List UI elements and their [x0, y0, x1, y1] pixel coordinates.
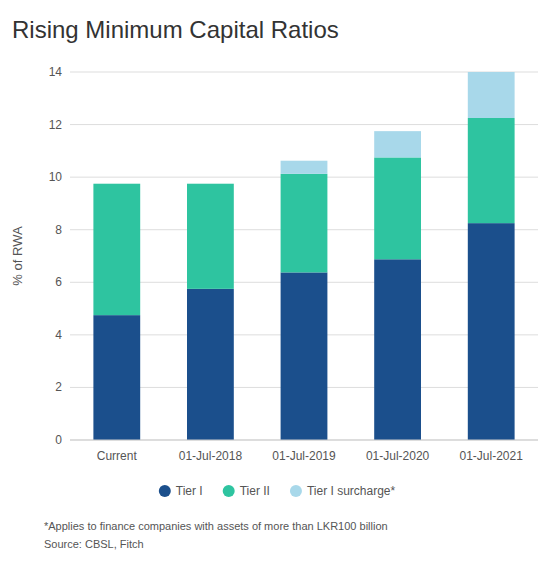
y-tick-label: 0 — [55, 433, 62, 447]
legend-item: Tier II — [223, 484, 270, 498]
bars — [93, 72, 514, 440]
legend-label: Tier I surcharge* — [307, 484, 396, 498]
footnote: *Applies to finance companies with asset… — [44, 520, 388, 532]
y-tick-label: 8 — [55, 223, 62, 237]
x-tick-label: 01-Jul-2020 — [366, 449, 430, 463]
legend-marker — [159, 485, 171, 497]
bar-segment — [93, 183, 140, 184]
legend-item: Tier I surcharge* — [290, 484, 396, 498]
bar-segment — [281, 174, 328, 273]
y-tick-label: 10 — [49, 170, 63, 184]
legend-marker — [290, 485, 302, 497]
bar-segment — [187, 183, 234, 184]
legend-marker — [223, 485, 235, 497]
bar-segment — [374, 131, 421, 157]
bar-segment — [468, 223, 515, 440]
x-tick-label: 01-Jul-2019 — [272, 449, 336, 463]
bar-segment — [374, 259, 421, 440]
title: Rising Minimum Capital Ratios — [12, 16, 339, 43]
y-tick-label: 2 — [55, 380, 62, 394]
bar-segment — [93, 315, 140, 440]
bar-segment — [93, 184, 140, 315]
legend-label: Tier I — [176, 484, 203, 498]
background — [0, 0, 554, 574]
bar-segment — [187, 289, 234, 440]
legend-label: Tier II — [240, 484, 270, 498]
bar-segment — [374, 157, 421, 259]
bar-segment — [281, 272, 328, 440]
y-tick-label: 6 — [55, 275, 62, 289]
bar-segment — [468, 118, 515, 223]
x-tick-label: 01-Jul-2021 — [460, 449, 524, 463]
x-tick-label: Current — [97, 449, 138, 463]
footnote: Source: CBSL, Fitch — [44, 538, 144, 550]
y-tick-label: 14 — [49, 65, 63, 79]
grid — [70, 72, 538, 440]
bar-segment — [187, 184, 234, 289]
chart: Rising Minimum Capital Ratios 0 2 4 6 8 10 12 14… — [0, 0, 554, 574]
x-axis-line — [70, 440, 538, 441]
y-tick-label: 4 — [55, 328, 62, 342]
bar-segment — [468, 72, 515, 118]
legend: Tier I Tier II Tier I surcharge* — [159, 484, 396, 498]
grid-line — [70, 440, 538, 441]
legend-item: Tier I — [159, 484, 203, 498]
bar-segment — [281, 161, 328, 174]
x-tick-label: 01-Jul-2018 — [179, 449, 243, 463]
y-axis-label: % of RWA — [10, 226, 25, 286]
y-tick-label: 12 — [49, 118, 63, 132]
